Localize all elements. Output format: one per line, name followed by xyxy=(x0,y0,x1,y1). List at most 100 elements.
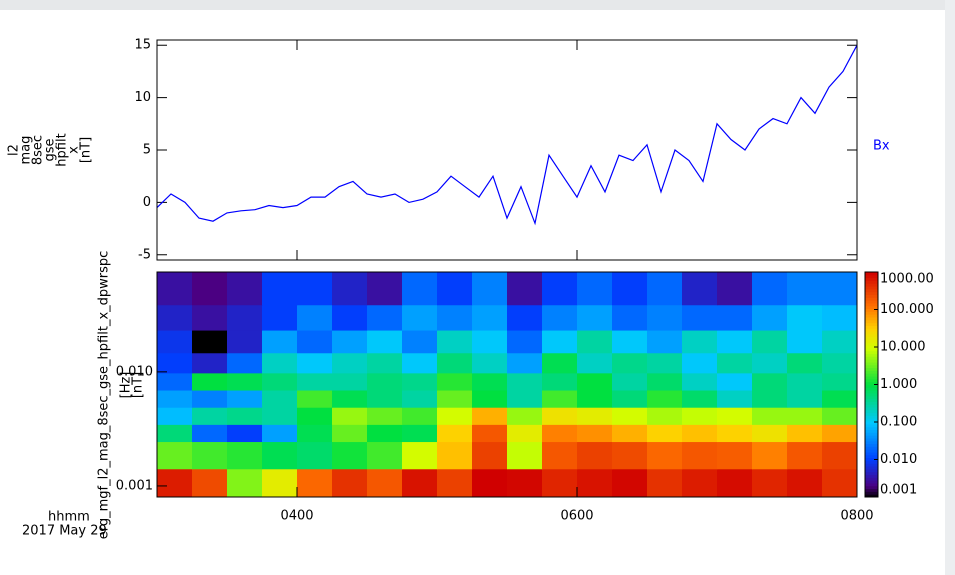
x-axis-label: hhmm xyxy=(48,510,90,525)
y-axis-label: l2 xyxy=(7,144,22,156)
heat-cell xyxy=(507,330,543,354)
heat-cell xyxy=(787,407,823,425)
colorbar-step xyxy=(865,331,878,335)
heat-cell xyxy=(402,407,438,425)
heat-cell xyxy=(472,352,508,374)
heat-cell xyxy=(437,441,473,470)
heat-cell xyxy=(507,424,543,443)
heat-cell xyxy=(682,352,718,374)
heat-cell xyxy=(402,468,438,498)
heat-cell xyxy=(577,352,613,374)
heat-cell xyxy=(367,390,403,408)
heat-cell xyxy=(682,372,718,391)
heat-cell xyxy=(262,424,298,443)
legend-label: Bx xyxy=(873,139,890,154)
heat-cell xyxy=(227,372,263,391)
heat-cell xyxy=(437,407,473,425)
heat-cell xyxy=(332,272,368,306)
heat-cell xyxy=(577,441,613,470)
heat-cell xyxy=(472,407,508,425)
x-tick-label: 0800 xyxy=(840,509,873,524)
colorbar-step xyxy=(865,440,878,445)
y-axis-label: [Hz] xyxy=(119,372,134,399)
colorbar-step xyxy=(865,415,878,419)
colorbar-step xyxy=(865,454,878,459)
colorbar-step xyxy=(865,362,878,366)
colorbar-step xyxy=(865,342,878,346)
colorbar-step xyxy=(865,460,878,464)
colorbar-step xyxy=(865,359,878,363)
heat-cell xyxy=(437,330,473,354)
colorbar-step xyxy=(865,426,878,430)
colorbar-step xyxy=(865,350,878,355)
heat-cell xyxy=(227,424,263,443)
heat-cell xyxy=(192,468,228,498)
colorbar-step xyxy=(865,328,878,332)
heat-cell xyxy=(507,468,543,498)
heat-cell xyxy=(472,304,508,331)
heat-cell xyxy=(402,424,438,443)
heat-cell xyxy=(262,468,298,498)
heat-cell xyxy=(717,407,753,425)
heat-cell xyxy=(367,304,403,331)
heat-cell xyxy=(297,330,333,354)
heat-cell xyxy=(262,304,298,331)
heat-cell xyxy=(297,441,333,470)
colorbar-step xyxy=(865,381,878,385)
heat-cell xyxy=(192,330,228,354)
data-line xyxy=(156,44,858,226)
colorbar-tick-label: 1.000 xyxy=(880,377,917,392)
heat-cell xyxy=(752,468,788,498)
heat-cell xyxy=(157,424,193,443)
colorbar-step xyxy=(865,274,878,279)
heat-cell xyxy=(157,390,193,408)
heat-cell xyxy=(647,304,683,331)
heat-cell xyxy=(157,352,193,374)
colorbar-step xyxy=(865,443,878,447)
colorbar-step xyxy=(865,423,878,428)
heat-cell xyxy=(157,372,193,391)
heat-cell xyxy=(157,468,193,498)
heat-cell xyxy=(717,468,753,498)
panel-name: erg_mgf_l2_mag_8sec_gse_hpfilt_x_dpwrspc xyxy=(97,251,112,540)
heat-cell xyxy=(437,352,473,374)
heat-cell xyxy=(682,330,718,354)
colorbar-step xyxy=(865,364,878,369)
y-axis-label: 8sec xyxy=(31,135,46,165)
heat-cell xyxy=(157,272,193,306)
heat-cell xyxy=(402,372,438,391)
heat-cell xyxy=(262,407,298,425)
colorbar-tick-label: 0.100 xyxy=(880,415,917,430)
colorbar-step xyxy=(865,367,878,371)
colorbar-step xyxy=(865,437,878,442)
heat-cell xyxy=(332,468,368,498)
heat-cell xyxy=(822,272,858,306)
colorbar-step xyxy=(865,347,878,352)
heat-cell xyxy=(192,372,228,391)
heat-cell xyxy=(542,390,578,408)
y-tick-label: 15 xyxy=(134,38,151,53)
heat-cell xyxy=(227,304,263,331)
heat-cell xyxy=(542,372,578,391)
heat-cell xyxy=(227,330,263,354)
colorbar-tick-label: 0.010 xyxy=(880,452,917,467)
heat-cell xyxy=(822,304,858,331)
heat-cell xyxy=(612,407,648,425)
heat-cell xyxy=(647,390,683,408)
heat-cell xyxy=(577,372,613,391)
heat-cell xyxy=(297,272,333,306)
colorbar-tick-label: 10.000 xyxy=(880,340,926,355)
colorbar-step xyxy=(865,412,878,416)
heat-cell xyxy=(507,304,543,331)
heat-cell xyxy=(752,352,788,374)
heat-cell xyxy=(507,272,543,306)
heat-cell xyxy=(192,304,228,331)
colorbar-step xyxy=(865,378,878,383)
heat-cell xyxy=(507,441,543,470)
heat-cell xyxy=(332,424,368,443)
heat-cell xyxy=(682,272,718,306)
heat-cell xyxy=(297,352,333,374)
heat-cell xyxy=(192,352,228,374)
colorbar-step xyxy=(865,491,878,495)
